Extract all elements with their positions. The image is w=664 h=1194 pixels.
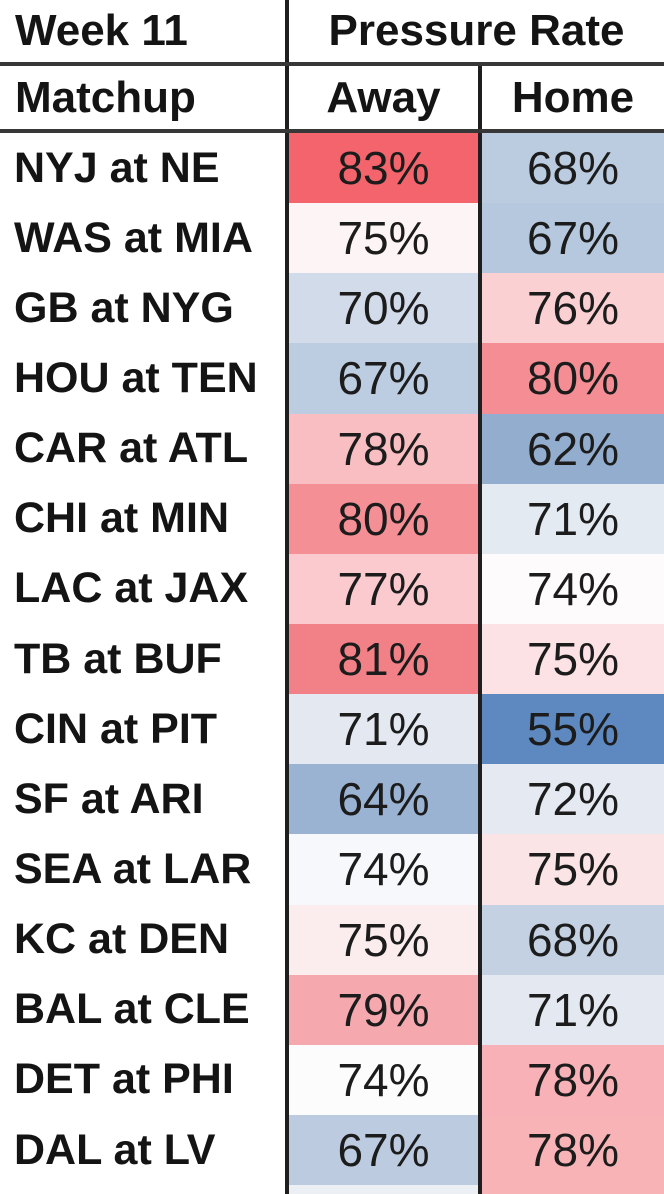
home-rate-cell: 68% bbox=[478, 904, 664, 975]
home-rate-cell: 62% bbox=[478, 413, 664, 484]
away-rate-cell: 80% bbox=[285, 483, 478, 554]
table-row: SF at ARI 64% 72% bbox=[0, 764, 664, 835]
week-title: Week 11 bbox=[15, 6, 188, 55]
away-rate-cell: 71% bbox=[285, 694, 478, 765]
home-rate-cell: 68% bbox=[478, 133, 664, 204]
home-rate-cell: 55% bbox=[478, 694, 664, 765]
matchup-cell: GB at NYG bbox=[0, 273, 285, 344]
table-row: KC at DEN 75% 68% bbox=[0, 904, 664, 975]
table-row: LAC at JAX 77% 74% bbox=[0, 553, 664, 624]
table-row: WAS at MIA 75% 67% bbox=[0, 203, 664, 274]
table-row: GB at NYG 70% 76% bbox=[0, 273, 664, 344]
matchup-cell: CHI at MIN bbox=[0, 483, 285, 554]
away-rate-cell: 75% bbox=[285, 904, 478, 975]
table-row: SEA at LAR 74% 75% bbox=[0, 834, 664, 905]
table-row: CAR at ATL 78% 62% bbox=[0, 413, 664, 484]
partial-away bbox=[285, 1185, 478, 1194]
home-rate-cell: 71% bbox=[478, 974, 664, 1045]
home-rate-cell: 76% bbox=[478, 273, 664, 344]
pressure-rate-title: Pressure Rate bbox=[285, 0, 664, 62]
partial-row bbox=[0, 1185, 664, 1194]
matchup-cell: DET at PHI bbox=[0, 1044, 285, 1115]
home-rate-cell: 78% bbox=[478, 1044, 664, 1115]
matchup-cell: NYJ at NE bbox=[0, 133, 285, 204]
matchup-cell: CAR at ATL bbox=[0, 413, 285, 484]
matchup-cell: BAL at CLE bbox=[0, 974, 285, 1045]
away-rate-cell: 64% bbox=[285, 764, 478, 835]
home-rate-cell: 80% bbox=[478, 343, 664, 414]
table-row: DET at PHI 74% 78% bbox=[0, 1044, 664, 1115]
home-rate-cell: 71% bbox=[478, 483, 664, 554]
home-rate-cell: 75% bbox=[478, 623, 664, 695]
away-rate-cell: 67% bbox=[285, 343, 478, 414]
table-row: CIN at PIT 71% 55% bbox=[0, 694, 664, 765]
matchup-cell: LAC at JAX bbox=[0, 553, 285, 624]
table-row: DAL at LV 67% 78% bbox=[0, 1114, 664, 1186]
home-rate-cell: 75% bbox=[478, 834, 664, 905]
matchup-cell: TB at BUF bbox=[0, 623, 285, 695]
home-rate-cell: 78% bbox=[478, 1114, 664, 1186]
table-row: BAL at CLE 79% 71% bbox=[0, 974, 664, 1045]
header-row-columns: Matchup Away Home bbox=[0, 66, 664, 133]
partial-home bbox=[478, 1185, 664, 1194]
away-rate-cell: 77% bbox=[285, 553, 478, 624]
matchup-cell: CIN at PIT bbox=[0, 694, 285, 765]
away-rate-cell: 75% bbox=[285, 203, 478, 274]
away-rate-cell: 67% bbox=[285, 1114, 478, 1186]
table-row: TB at BUF 81% 75% bbox=[0, 623, 664, 695]
away-rate-cell: 81% bbox=[285, 623, 478, 695]
away-column-header: Away bbox=[285, 66, 478, 129]
table-row: HOU at TEN 67% 80% bbox=[0, 343, 664, 414]
header-row-top: Week 11 Pressure Rate bbox=[0, 0, 664, 66]
home-rate-cell: 72% bbox=[478, 764, 664, 835]
away-rate-cell: 78% bbox=[285, 413, 478, 484]
home-rate-cell: 74% bbox=[478, 553, 664, 624]
matchup-cell: KC at DEN bbox=[0, 904, 285, 975]
matchup-cell: SEA at LAR bbox=[0, 834, 285, 905]
matchup-cell: DAL at LV bbox=[0, 1114, 285, 1186]
away-rate-cell: 79% bbox=[285, 974, 478, 1045]
partial-matchup bbox=[0, 1185, 285, 1194]
away-rate-cell: 83% bbox=[285, 133, 478, 204]
matchup-cell: WAS at MIA bbox=[0, 203, 285, 274]
away-rate-cell: 74% bbox=[285, 1044, 478, 1115]
away-rate-cell: 74% bbox=[285, 834, 478, 905]
matchup-cell: SF at ARI bbox=[0, 764, 285, 835]
home-column-header: Home bbox=[478, 66, 664, 129]
matchup-column-header: Matchup bbox=[15, 72, 196, 122]
away-rate-cell: 70% bbox=[285, 273, 478, 344]
table-row: NYJ at NE 83% 68% bbox=[0, 133, 664, 204]
home-rate-cell: 67% bbox=[478, 203, 664, 274]
table-row: CHI at MIN 80% 71% bbox=[0, 483, 664, 554]
matchup-cell: HOU at TEN bbox=[0, 343, 285, 414]
table-body: NYJ at NE 83% 68% WAS at MIA 75% 67% GB … bbox=[0, 133, 664, 1186]
